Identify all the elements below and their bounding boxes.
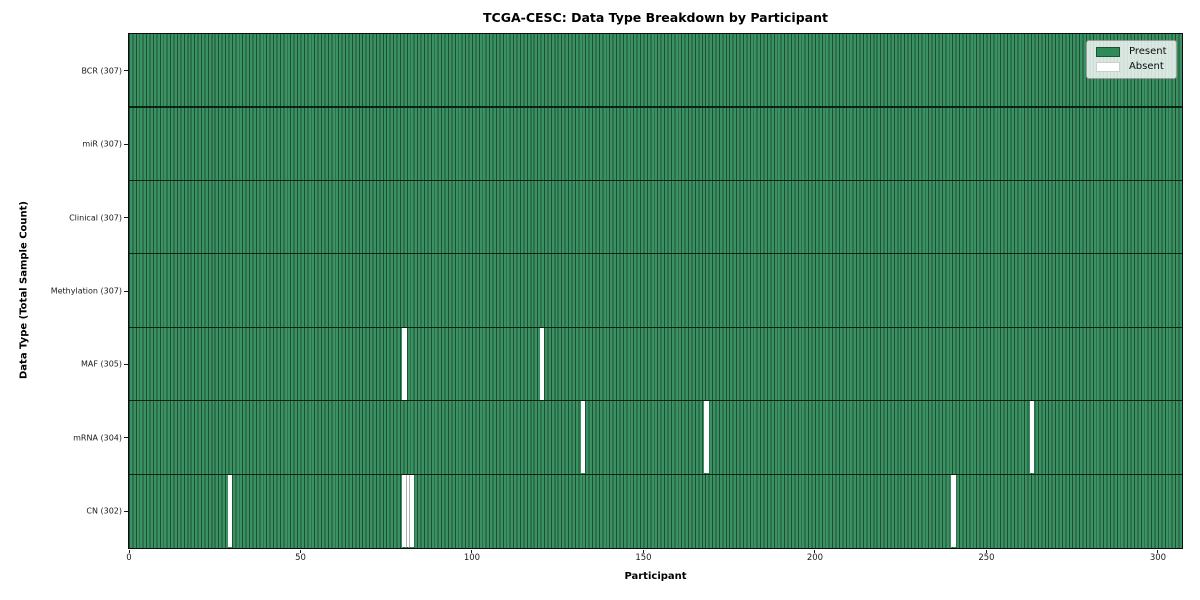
legend-swatch-absent (1095, 61, 1120, 72)
xtick-mark (814, 549, 816, 553)
ytick-mark (124, 510, 128, 512)
ytick-mark (124, 290, 128, 292)
ytick-label-Methylation: Methylation (307) (50, 286, 122, 296)
row-separator (128, 400, 1182, 402)
ytick-label-mRNA: mRNA (304) (73, 433, 122, 443)
ytick-mark (124, 143, 128, 145)
xtick-mark (985, 549, 987, 553)
xtick-mark (299, 549, 301, 553)
absent-cell-mRNA-132 (580, 401, 586, 474)
xtick-mark (642, 549, 644, 553)
plot-area: Present Absent (127, 32, 1183, 549)
absent-cell-CN-81 (405, 474, 411, 547)
legend-label-absent: Absent (1128, 60, 1164, 72)
xtick-label-150: 150 (635, 553, 652, 563)
row-separator (128, 179, 1182, 181)
ytick-label-MAF: MAF (305) (80, 359, 122, 369)
ytick-mark (124, 363, 128, 365)
ytick-label-CN: CN (302) (86, 506, 122, 516)
xtick-mark (1157, 549, 1159, 553)
absent-cell-MAF-120 (539, 327, 544, 401)
absent-cell-divider (405, 474, 407, 547)
xtick-label-100: 100 (463, 553, 481, 563)
chart-title: TCGA-CESC: Data Type Breakdown by Partic… (483, 10, 828, 25)
ytick-label-miR: miR (307) (82, 139, 122, 149)
ytick-mark (124, 437, 128, 439)
absent-cell-divider (409, 474, 411, 547)
xtick-label-300: 300 (1149, 553, 1167, 563)
ytick-mark (124, 70, 128, 72)
legend: Present Absent (1085, 39, 1177, 79)
xtick-label-250: 250 (978, 553, 995, 563)
row-separator (128, 473, 1182, 475)
row-separator (128, 326, 1182, 328)
absent-cell-mRNA-263 (1030, 401, 1035, 474)
ytick-label-BCR: BCR (307) (81, 66, 122, 76)
x-axis-label: Participant (624, 571, 687, 582)
row-separator (128, 253, 1182, 255)
absent-cell-CN-82 (409, 474, 414, 547)
ytick-label-Clinical: Clinical (307) (69, 213, 122, 223)
absent-cell-mRNA-168 (704, 401, 709, 474)
xtick-mark (471, 549, 473, 553)
row-separator (128, 106, 1182, 108)
absent-cell-CN-80 (402, 474, 407, 547)
xtick-label-200: 200 (806, 553, 824, 563)
xtick-label-50: 50 (295, 553, 306, 563)
legend-item-present: Present (1095, 45, 1167, 57)
absent-cell-CN-240 (951, 474, 956, 547)
legend-item-absent: Absent (1095, 60, 1167, 72)
legend-swatch-present (1095, 46, 1120, 57)
ytick-mark (124, 217, 128, 219)
xtick-label-0: 0 (126, 553, 132, 563)
absent-cell-MAF-80 (402, 327, 407, 401)
absent-cell-CN-29 (227, 474, 232, 547)
xtick-mark (128, 549, 130, 553)
legend-label-present: Present (1128, 45, 1167, 57)
